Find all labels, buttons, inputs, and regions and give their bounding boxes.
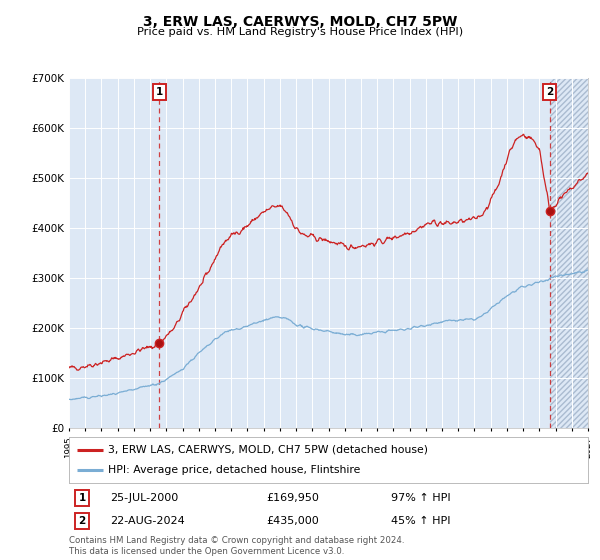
- Text: HPI: Average price, detached house, Flintshire: HPI: Average price, detached house, Flin…: [108, 465, 360, 475]
- Text: 1: 1: [79, 493, 86, 503]
- Text: £435,000: £435,000: [266, 516, 319, 526]
- Text: Price paid vs. HM Land Registry's House Price Index (HPI): Price paid vs. HM Land Registry's House …: [137, 27, 463, 37]
- Text: 45% ↑ HPI: 45% ↑ HPI: [391, 516, 450, 526]
- Text: 2: 2: [546, 87, 553, 97]
- Text: Contains HM Land Registry data © Crown copyright and database right 2024.
This d: Contains HM Land Registry data © Crown c…: [69, 536, 404, 556]
- Text: 22-AUG-2024: 22-AUG-2024: [110, 516, 185, 526]
- Text: 3, ERW LAS, CAERWYS, MOLD, CH7 5PW (detached house): 3, ERW LAS, CAERWYS, MOLD, CH7 5PW (deta…: [108, 445, 428, 455]
- Text: £169,950: £169,950: [266, 493, 319, 503]
- Text: 25-JUL-2000: 25-JUL-2000: [110, 493, 179, 503]
- Text: 2: 2: [79, 516, 86, 526]
- Text: 1: 1: [155, 87, 163, 97]
- Text: 3, ERW LAS, CAERWYS, MOLD, CH7 5PW: 3, ERW LAS, CAERWYS, MOLD, CH7 5PW: [143, 15, 457, 29]
- Text: 97% ↑ HPI: 97% ↑ HPI: [391, 493, 451, 503]
